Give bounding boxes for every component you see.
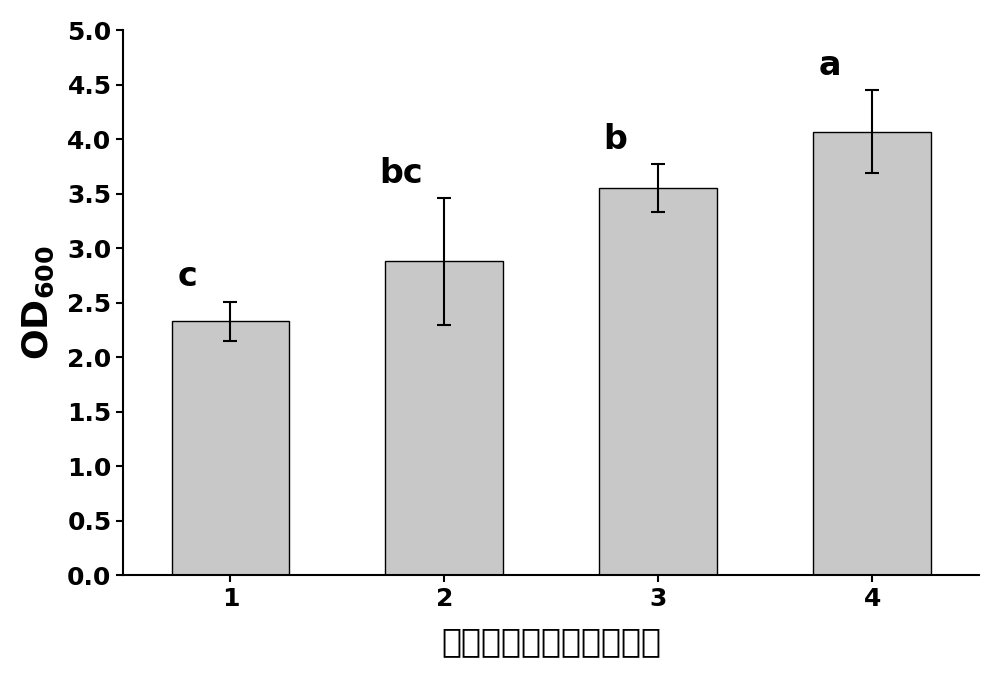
Bar: [813, 132, 931, 576]
Text: b: b: [604, 123, 627, 155]
Bar: [172, 321, 289, 576]
Bar: [385, 261, 503, 576]
X-axis label: 芽孢杆菌多样性（种类）: 芽孢杆菌多样性（种类）: [441, 625, 661, 658]
Text: a: a: [818, 49, 841, 81]
Y-axis label: $\mathbf{OD_{600}}$: $\mathbf{OD_{600}}$: [21, 246, 56, 360]
Text: c: c: [178, 260, 197, 293]
Text: bc: bc: [380, 157, 423, 189]
Bar: [599, 189, 717, 576]
